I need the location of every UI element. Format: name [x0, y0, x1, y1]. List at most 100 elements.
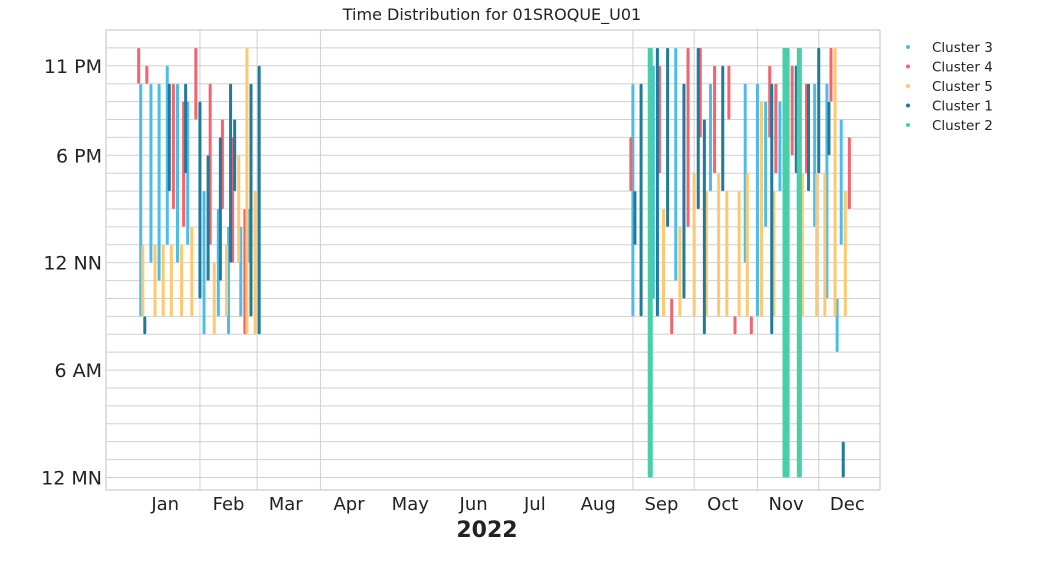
- cluster-point-2-15: [717, 173, 721, 317]
- cluster-point-2-8: [237, 155, 241, 263]
- cluster-point-2-1: [153, 244, 157, 317]
- series-cluster-2: [647, 47, 802, 478]
- x-tick-label-7: Aug: [581, 494, 616, 515]
- cluster-point-1-11: [670, 298, 674, 335]
- cluster-point-1-12: [686, 47, 690, 227]
- cluster-point-0-13: [674, 47, 678, 281]
- x-tick-label-11: Dec: [830, 494, 865, 515]
- cluster-point-1-19: [774, 83, 778, 174]
- cluster-point-2-12: [678, 226, 682, 317]
- x-tick-label-0: Jan: [150, 494, 179, 515]
- cluster-point-3-14: [682, 83, 686, 299]
- legend-label-0: Cluster 3: [932, 40, 993, 56]
- cluster-point-1-9: [629, 137, 633, 192]
- x-tick-label-4: May: [392, 494, 430, 515]
- legend-marker-3: [906, 103, 910, 108]
- cluster-point-0-2: [157, 83, 161, 281]
- cluster-point-1-2: [171, 83, 175, 209]
- cluster-point-2-2: [161, 244, 165, 317]
- cluster-point-1-22: [829, 47, 833, 102]
- gridlines: [106, 30, 880, 490]
- cluster-point-2-13: [692, 173, 696, 317]
- cluster-point-4-4: [786, 47, 790, 478]
- legend-marker-4: [906, 123, 910, 127]
- cluster-point-4-1: [649, 47, 653, 478]
- cluster-point-3-24: [841, 441, 845, 478]
- y-tick-label-0: 12 MN: [41, 467, 102, 489]
- cluster-point-2-17: [737, 191, 741, 317]
- data-points: [137, 47, 851, 478]
- cluster-point-0-6: [202, 191, 206, 335]
- cluster-point-3-23: [827, 101, 831, 156]
- cluster-point-3-3: [198, 101, 202, 299]
- cluster-point-1-17: [749, 316, 753, 335]
- y-tick-label-1: 6 AM: [54, 360, 102, 382]
- cluster-point-3-8: [249, 83, 253, 317]
- x-tick-label-3: Apr: [333, 494, 365, 515]
- x-tick-label-1: Feb: [213, 494, 245, 515]
- x-tick-label-2: Mar: [269, 494, 304, 515]
- legend-label-4: Cluster 2: [932, 118, 993, 134]
- cluster-point-2-0: [141, 244, 145, 317]
- x-tick-label-9: Oct: [707, 494, 738, 515]
- cluster-point-2-7: [224, 244, 228, 317]
- series-cluster-1: [143, 47, 845, 478]
- cluster-point-3-12: [655, 47, 659, 317]
- legend-label-3: Cluster 1: [932, 99, 993, 115]
- cluster-point-0-4: [175, 83, 179, 263]
- legend-marker-1: [906, 64, 910, 69]
- cluster-point-2-18: [745, 173, 749, 317]
- plot-area: [105, 29, 881, 491]
- cluster-point-3-11: [639, 83, 643, 317]
- cluster-point-3-5: [218, 137, 222, 281]
- legend: Cluster 3 Cluster 4 Cluster 5 Cluster 1 Clus…: [906, 40, 993, 134]
- cluster-point-3-4: [206, 155, 210, 281]
- cluster-point-1-4: [194, 47, 198, 120]
- cluster-point-2-25: [833, 47, 837, 317]
- x-axis-ticks: Jan Feb Mar Apr May Jun Jul Aug Sep Oct Nov Dec: [150, 494, 864, 515]
- cluster-point-2-26: [843, 191, 847, 317]
- cluster-point-2-9: [245, 47, 249, 335]
- cluster-point-0-18: [778, 101, 782, 192]
- cluster-point-3-1: [167, 83, 171, 192]
- legend-marker-0: [906, 45, 910, 49]
- legend-label-1: Cluster 4: [932, 60, 993, 76]
- x-axis-label: 2022: [456, 518, 517, 543]
- cluster-point-2-11: [662, 208, 666, 317]
- cluster-point-2-23: [815, 173, 819, 317]
- cluster-point-0-1: [149, 83, 153, 263]
- cluster-point-1-14: [713, 65, 717, 174]
- y-tick-label-4: 11 PM: [44, 56, 102, 78]
- cluster-point-1-23: [847, 137, 851, 209]
- chart-title: Time Distribution for 01SROQUE_U01: [342, 5, 641, 25]
- legend-marker-2: [906, 84, 910, 88]
- legend-label-2: Cluster 5: [932, 79, 993, 95]
- cluster-point-3-0: [143, 316, 147, 335]
- cluster-point-3-10: [633, 191, 637, 245]
- cluster-point-1-20: [790, 65, 794, 156]
- cluster-point-0-23: [839, 119, 843, 245]
- cluster-point-3-2: [184, 83, 188, 174]
- x-tick-label-6: Jul: [523, 494, 546, 515]
- cluster-point-3-6: [229, 83, 233, 263]
- cluster-point-2-10: [253, 191, 257, 335]
- cluster-point-2-6: [212, 262, 216, 335]
- y-axis-ticks: 12 MN 6 AM 12 NN 6 PM 11 PM: [41, 56, 102, 490]
- cluster-point-3-9: [257, 65, 261, 335]
- y-tick-label-3: 6 PM: [56, 145, 102, 167]
- cluster-point-2-3: [169, 244, 173, 317]
- cluster-point-4-6: [798, 47, 802, 478]
- cluster-point-3-17: [721, 65, 725, 192]
- cluster-point-1-16: [733, 316, 737, 335]
- cluster-point-1-1: [145, 65, 149, 84]
- cluster-point-2-24: [823, 173, 827, 317]
- cluster-point-3-22: [817, 47, 821, 174]
- x-tick-label-8: Sep: [645, 494, 679, 515]
- cluster-point-3-13: [666, 47, 670, 227]
- y-tick-label-2: 12 NN: [43, 253, 102, 275]
- cluster-point-2-19: [760, 101, 764, 317]
- cluster-point-3-7: [233, 119, 237, 192]
- cluster-point-3-21: [807, 83, 811, 192]
- cluster-point-3-18: [770, 83, 774, 335]
